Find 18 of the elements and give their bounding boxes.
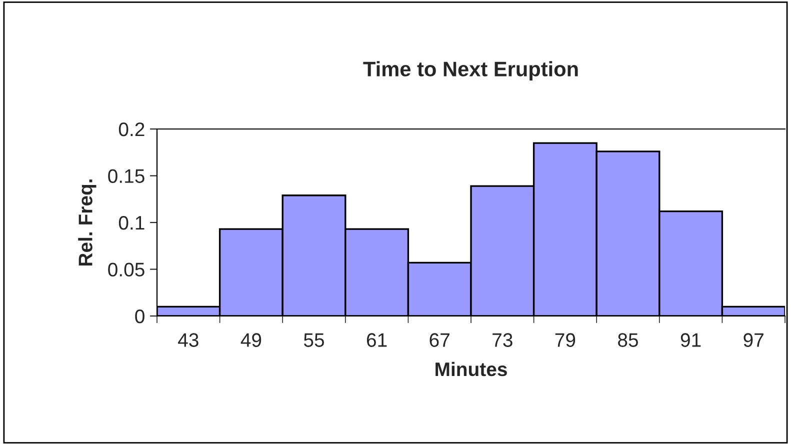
x-tick-label: 49 (240, 333, 262, 347)
x-tick-label: 79 (555, 333, 576, 347)
x-axis-title: Minutes (436, 362, 507, 376)
x-tick-label: 67 (430, 333, 450, 347)
y-axis-title: Rel. Freq. (78, 180, 96, 266)
y-tick-label: 0 (135, 309, 144, 324)
y-tick-label: 0.1 (118, 216, 144, 230)
x-tick-label: 97 (744, 333, 764, 347)
x-tick-label: 85 (618, 333, 638, 347)
y-tick-label: 0.2 (118, 122, 144, 136)
x-tick-label: 73 (492, 333, 512, 347)
chart-title: Time to Next Eruption (363, 61, 578, 81)
x-tick-label: 91 (680, 333, 701, 347)
y-tick-label: 0.05 (108, 262, 144, 276)
x-tick-label: 61 (366, 333, 387, 347)
y-tick-label: 0.15 (108, 169, 144, 183)
x-tick-label: 43 (178, 333, 198, 347)
x-tick-label: 55 (304, 333, 324, 347)
